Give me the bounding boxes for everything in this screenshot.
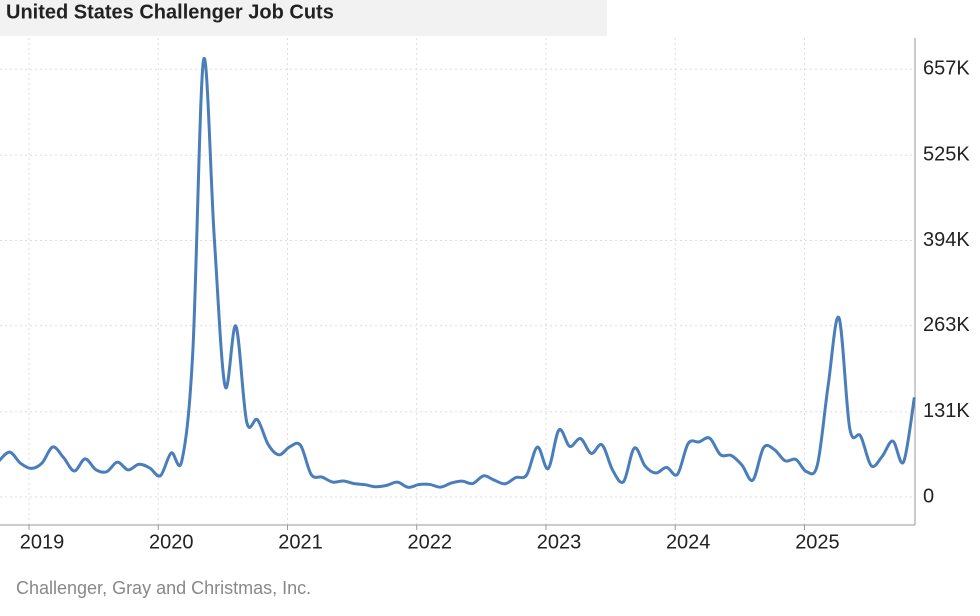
y-tick-label: 394K — [923, 229, 970, 251]
x-tick-label: 2024 — [666, 531, 711, 553]
line-series — [0, 56, 916, 489]
y-tick-label: 131K — [923, 400, 970, 422]
source: Challenger, Gray and Christmas, Inc. — [16, 578, 311, 598]
x-tick-label: 2023 — [537, 531, 582, 553]
y-tick-label: 525K — [923, 143, 970, 165]
x-tick-label: 2019 — [20, 531, 65, 553]
x-tick-label: 2021 — [278, 531, 323, 553]
title-bar — [0, 0, 607, 36]
x-tick-label: 2022 — [407, 531, 452, 553]
chart-title: United States Challenger Job Cuts — [6, 1, 334, 23]
x-tick-label: 2020 — [149, 531, 194, 553]
y-tick-label: 657K — [923, 58, 970, 80]
y-tick-label: 263K — [923, 314, 970, 336]
x-tick-label: 2025 — [795, 531, 840, 553]
y-tick-label: 0 — [923, 485, 934, 507]
